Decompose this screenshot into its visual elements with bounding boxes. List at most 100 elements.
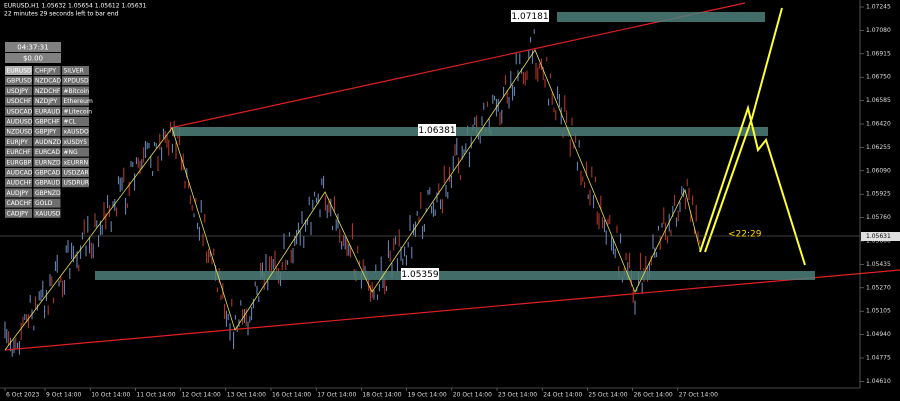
symbol-label[interactable]: GBPJPY [35,129,57,136]
symbol-button[interactable] [5,198,32,208]
time-label: 9 Oct 14:00 [46,392,81,399]
symbol-info: EURUSD,H1 1.05632 1.05654 1.05612 1.0563… [4,3,146,10]
symbol-label[interactable]: USDJPY [7,88,29,95]
symbol-label[interactable]: XAUUSD [35,210,61,217]
symbol-button[interactable] [5,127,32,137]
symbol-label[interactable]: NZDJPY [35,98,57,105]
symbol-label[interactable]: EURUSD [7,68,33,75]
time-label: 23 Oct 14:00 [498,392,537,399]
symbol-label[interactable]: #Bitcoin [64,88,90,95]
symbol-button[interactable] [33,137,61,147]
support-trendline [4,269,900,351]
symbol-button[interactable] [62,147,89,157]
symbol-button[interactable] [5,188,32,198]
symbol-button[interactable] [5,147,32,157]
symbol-button[interactable] [33,147,61,157]
symbol-label[interactable]: EURCHF [7,149,32,156]
symbol-label[interactable]: USDZAR [64,170,89,177]
symbol-label[interactable]: GBPUSD [7,78,33,85]
time-label: 19 Oct 14:00 [408,392,447,399]
symbol-label[interactable]: NZDUSD [7,129,33,136]
symbol-button[interactable] [33,66,61,75]
symbol-label[interactable]: AUDNZD [35,139,62,146]
symbol-button[interactable] [33,208,61,218]
price-label: 1.05925 [866,191,891,198]
symbol-button[interactable] [62,106,89,116]
symbol-button[interactable] [5,157,32,167]
symbol-label[interactable]: CADCHF [7,200,33,207]
symbol-label[interactable]: XPDUSD [64,78,90,85]
symbol-label[interactable]: GBPAUD [35,180,60,187]
time-label: 25 Oct 14:00 [588,392,627,399]
symbol-button[interactable] [62,96,89,106]
symbol-button[interactable] [62,137,89,147]
symbol-button[interactable] [62,66,89,75]
symbol-button[interactable] [62,76,89,86]
symbol-label[interactable]: USDCAD [7,108,33,115]
symbol-label[interactable]: CADJPY [7,210,29,217]
symbol-label[interactable]: GOLD [35,200,53,207]
symbol-label[interactable]: NZDCHF [35,88,61,95]
time-label: 24 Oct 14:00 [543,392,582,399]
symbol-button[interactable] [33,168,61,177]
symbol-button[interactable] [62,157,89,167]
symbol-button[interactable] [33,86,61,96]
symbol-label[interactable]: CHFJPY [35,68,56,75]
symbol-button[interactable] [33,76,61,86]
symbol-label[interactable]: GBPCAD [35,170,61,177]
symbol-label[interactable]: EURCAD [35,149,60,156]
symbol-button[interactable] [33,188,61,198]
symbol-button[interactable] [5,66,32,75]
symbol-button[interactable] [62,86,89,96]
symbol-label[interactable]: #NG [64,149,79,156]
symbol-button[interactable] [5,178,32,188]
symbol-label[interactable]: EURAUD [35,108,61,115]
symbol-button[interactable] [5,168,32,177]
symbol-button[interactable] [33,127,61,137]
symbol-label[interactable]: #Litecoin [64,108,93,115]
symbol-button[interactable] [5,117,32,126]
symbol-label[interactable]: AUDJPY [7,190,29,197]
symbol-label[interactable]: AUDCHF [7,180,33,187]
symbol-button[interactable] [62,168,89,177]
symbol-label[interactable]: GBPNZD [35,190,61,197]
symbol-label[interactable]: AUDCAD [7,170,33,177]
symbol-button[interactable] [33,198,61,208]
symbol-label[interactable]: GBPCHF [35,119,60,126]
symbol-label[interactable]: SILVER [64,68,84,75]
symbol-button[interactable] [5,137,32,147]
clock: 04:37:31 [17,44,48,52]
current-price-box [861,232,900,241]
symbol-label[interactable]: USDRUR [64,180,90,187]
symbol-button[interactable] [33,106,61,116]
symbol-label[interactable]: NZDCAD [35,78,62,85]
symbol-button[interactable] [33,157,61,167]
symbol-label[interactable]: Ethereum [64,98,93,105]
symbol-label[interactable]: xAUSDO [64,129,89,136]
symbol-label[interactable]: USDCHF [7,98,33,105]
symbol-button[interactable] [5,106,32,116]
symbol-label[interactable]: xEURRN [64,159,89,166]
symbol-button[interactable] [62,117,89,126]
symbol-label[interactable]: #CL [64,119,77,126]
symbol-button[interactable] [62,178,89,188]
symbol-label[interactable]: EURGBP [7,159,32,166]
symbol-button[interactable] [5,76,32,86]
symbol-button[interactable] [5,208,32,218]
symbol-label[interactable]: EURJPY [7,139,29,146]
symbol-label[interactable]: AUDUSD [7,119,33,126]
time-label: 10 Oct 14:00 [91,392,130,399]
current-price: 1.05631 [866,233,891,240]
symbol-button[interactable] [5,96,32,106]
symbol-grid: EURUSD CHFJPY SILVER GBPUSD NZDCAD XPDUSD USDJ… [5,66,93,218]
balance-box [5,53,61,63]
level-box [418,124,456,136]
symbol-button[interactable] [5,86,32,96]
symbol-label[interactable]: xUSDY5 [64,139,88,146]
symbol-button[interactable] [33,178,61,188]
symbol-button[interactable] [33,117,61,126]
symbol-button[interactable] [62,127,89,137]
symbol-button[interactable] [33,96,61,106]
symbol-label[interactable]: EURNZD [35,159,61,166]
